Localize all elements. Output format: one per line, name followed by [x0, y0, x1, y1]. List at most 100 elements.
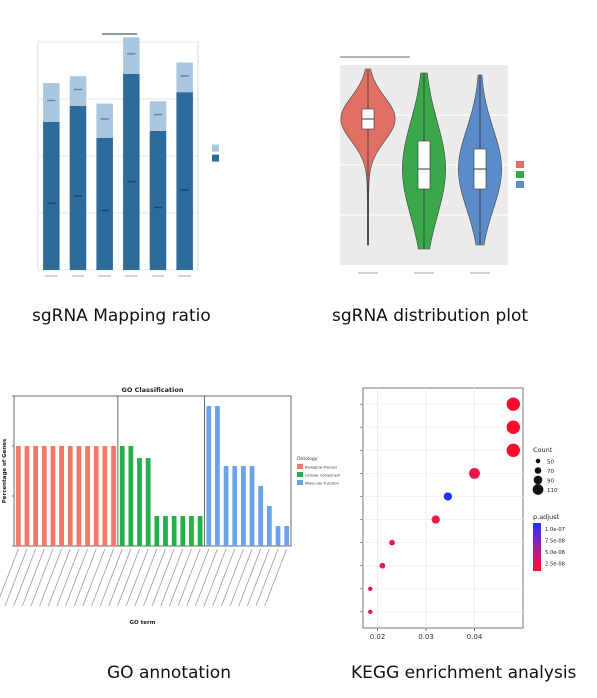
color-legend-title: p.adjust [533, 513, 560, 521]
plot-area [362, 387, 524, 629]
go-bar [249, 466, 255, 546]
size-legend-label: 70 [547, 469, 554, 475]
distribution-chart [340, 56, 524, 274]
kegg-point [431, 515, 440, 524]
go-bar [215, 406, 220, 546]
go-legend-key [297, 472, 303, 477]
bar-mapped [96, 137, 113, 270]
go-bar [33, 446, 39, 546]
legend-key [516, 181, 524, 188]
go-term-label-mark [238, 548, 262, 607]
size-legend-dot [534, 467, 542, 474]
go-term-label-mark [264, 548, 288, 607]
mapping-caption: sgRNA Mapping ratio [32, 306, 211, 326]
kegg-point [506, 397, 521, 411]
x-tick-label: 0.04 [467, 633, 483, 641]
go-bar [266, 506, 272, 546]
go-bar [111, 446, 116, 546]
go-bar [119, 446, 125, 546]
bar-unmapped [149, 101, 167, 131]
color-legend-label: 5.0e-08 [545, 550, 565, 556]
go-caption: GO annotation [107, 663, 231, 683]
go-term-label-mark [229, 548, 253, 607]
kegg-point [443, 492, 452, 501]
go-term-label-mark [99, 548, 123, 607]
size-legend-label: 50 [547, 460, 554, 466]
size-legend-dot [535, 458, 541, 464]
go-term-label-mark [160, 548, 184, 607]
go-bar [197, 516, 203, 546]
x-tick-label: 0.02 [370, 633, 386, 641]
size-legend-dot [533, 475, 543, 485]
go-term-label-mark [0, 548, 19, 598]
go-term-label-mark [169, 548, 192, 607]
go-bar [59, 446, 64, 546]
go-bar [41, 446, 47, 546]
bar-unmapped [176, 62, 193, 93]
color-legend-bar [533, 523, 541, 571]
go-term-label-mark [195, 548, 218, 607]
distribution-caption: sgRNA distribution plot [332, 306, 529, 326]
kegg-point [368, 609, 373, 615]
color-legend-label: 7.5e-08 [545, 539, 565, 545]
legend-key [516, 161, 524, 168]
kegg-point [389, 539, 395, 546]
go-legend-title: Ontology [297, 456, 318, 462]
go-bar [275, 526, 281, 546]
legend-key-unmapped [212, 144, 219, 152]
go-term-label-mark [203, 548, 227, 607]
bar-unmapped [69, 76, 87, 106]
color-legend-label: 1.0e-07 [545, 527, 565, 533]
violin-box [417, 140, 431, 190]
go-legend-entry: Cellular Component [305, 474, 340, 478]
go-term-label-mark [186, 548, 210, 607]
go-bar [76, 446, 82, 546]
go-term-label-mark [117, 548, 140, 607]
kegg-point [506, 420, 521, 434]
go-term-label-mark [91, 548, 114, 607]
go-term-label-mark [255, 548, 279, 607]
bar-mapped [69, 105, 87, 270]
bar-unmapped [43, 83, 60, 122]
legend-key [516, 171, 524, 178]
go-term-label-mark [143, 548, 166, 607]
go-term-label-mark [30, 548, 54, 607]
size-legend-dot [532, 484, 544, 495]
go-bar [180, 516, 186, 546]
go-legend-entry: Biological Process [305, 466, 337, 470]
kegg-point [379, 562, 386, 569]
go-term-label-mark [21, 548, 45, 607]
go-title: GO Classification [122, 386, 184, 394]
go-legend-entry: Molecular Function [305, 482, 339, 486]
go-term-label-mark [47, 548, 71, 607]
bar-mapped [149, 130, 167, 270]
go-bar [15, 446, 21, 546]
go-term-label-mark [73, 548, 97, 607]
go-bar [223, 466, 229, 546]
go-term-label-mark [246, 548, 270, 607]
go-bar [145, 458, 151, 546]
kegg-caption: KEGG enrichment analysis [351, 663, 577, 683]
go-term-label-mark [82, 548, 106, 607]
go-term-label-mark [212, 548, 236, 607]
go-term-label-mark [56, 548, 80, 607]
bar-mapped [176, 92, 193, 270]
go-bar [163, 516, 168, 546]
size-legend-title: Count [533, 446, 553, 454]
go-bar [258, 486, 264, 546]
go-bar [24, 446, 30, 546]
legend-key-mapped [212, 154, 219, 162]
bar-unmapped [123, 37, 140, 74]
kegg-chart: 0.02 0.03 0.04 Count 50 70 90 110 p.adjust 1.0e-0… [360, 387, 565, 641]
go-chart: GO Classification Percentage of Genes GO t… [0, 386, 341, 626]
mapping-ratio-chart [37, 33, 219, 277]
kegg-panel: 0.02 0.03 0.04 Count 50 70 90 110 p.adjust 1.0e-0… [345, 382, 595, 652]
size-legend-label: 110 [547, 488, 558, 494]
go-bar [241, 466, 246, 546]
go-term-label-mark [151, 548, 175, 607]
x-tick-label: 0.03 [418, 633, 434, 641]
go-legend-key [297, 464, 303, 469]
kegg-point [469, 467, 480, 479]
go-term-label-mark [13, 548, 37, 607]
go-term-label-mark [221, 548, 244, 607]
